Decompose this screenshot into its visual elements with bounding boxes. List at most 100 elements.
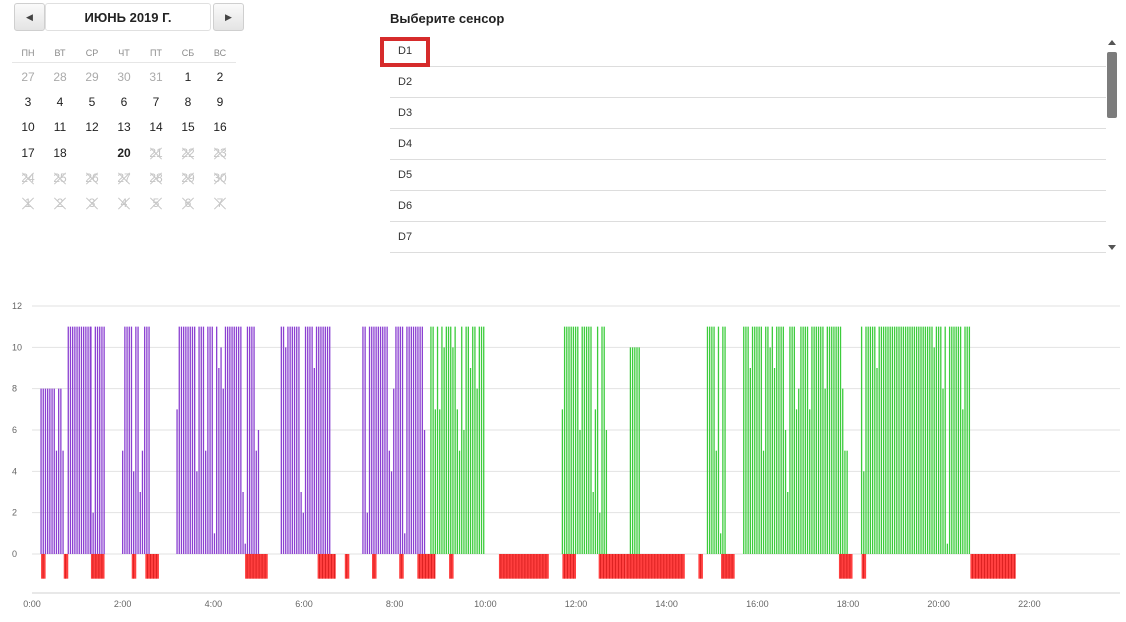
weekday-label: ЧТ — [118, 48, 130, 58]
next-month-button[interactable]: ▶ — [213, 3, 244, 31]
red-segment — [562, 554, 576, 579]
weekday-header-row: ПН ВТ СР ЧТ ПТ СБ ВС — [12, 44, 236, 63]
calendar-day[interactable]: 4 — [56, 95, 64, 110]
green-segment — [743, 326, 848, 554]
red-segment — [838, 554, 853, 579]
red-segment — [721, 554, 735, 579]
calendar-day: 5 — [140, 191, 172, 216]
weekday-label: ПН — [21, 48, 35, 58]
sensor-item-d7[interactable]: D7 — [390, 222, 1106, 253]
calendar-day[interactable]: 27 — [21, 70, 35, 84]
sensor-item-d4[interactable]: D4 — [390, 129, 1106, 160]
x-tick-label: 16:00 — [746, 599, 769, 609]
calendar-day: 25 — [44, 166, 76, 191]
y-tick-label: 8 — [12, 384, 17, 394]
x-tick-label: 0:00 — [23, 599, 41, 609]
x-tick-label: 2:00 — [114, 599, 132, 609]
purple-segment — [280, 326, 331, 554]
calendar-day: 30 — [204, 166, 236, 191]
calendar-day[interactable]: 29 — [85, 70, 99, 84]
green-segment — [561, 326, 608, 554]
calendar-day: 3 — [76, 191, 108, 216]
sensor-item-d1[interactable]: D1 — [380, 36, 1106, 67]
calendar-day[interactable]: 3 — [24, 95, 32, 110]
calendar-day: 23 — [204, 141, 236, 166]
x-tick-label: 10:00 — [474, 599, 497, 609]
calendar-day: 4 — [108, 191, 140, 216]
x-tick-label: 8:00 — [386, 599, 404, 609]
calendar-day-selected[interactable]: 19 — [76, 139, 108, 167]
purple-segment — [362, 326, 426, 554]
weekday-label: ПТ — [150, 48, 162, 58]
calendar-grid: ПН ВТ СР ЧТ ПТ СБ ВС 27 28 29 30 31 1 2 3 4 5 6 7 8 9 10 11 12… — [12, 44, 236, 216]
x-tick-label: 6:00 — [295, 599, 313, 609]
red-segment — [417, 554, 436, 579]
prev-month-button[interactable]: ◀ — [14, 3, 45, 31]
calendar-day[interactable]: 7 — [152, 95, 160, 110]
scroll-down-icon[interactable] — [1108, 245, 1116, 250]
calendar-day[interactable]: 12 — [85, 120, 99, 135]
y-tick-label: 2 — [12, 508, 17, 518]
scroll-up-icon[interactable] — [1108, 40, 1116, 45]
calendar-day: 27 — [108, 166, 140, 191]
green-segment — [706, 326, 726, 554]
weekday-label: ВС — [213, 48, 227, 58]
calendar-day[interactable]: 18 — [53, 145, 67, 160]
x-tick-label: 18:00 — [837, 599, 860, 609]
red-segment — [245, 554, 268, 579]
sensor-item-d5[interactable]: D5 — [390, 160, 1106, 191]
calendar-days: 27 28 29 30 31 1 2 3 4 5 6 7 8 9 10 11 12 13 14 15 16 17 18 19 2… — [12, 65, 236, 216]
calendar-day[interactable]: 16 — [213, 120, 227, 135]
sensor-item-d6[interactable]: D6 — [390, 191, 1106, 222]
red-segment — [145, 554, 159, 579]
red-segment — [598, 554, 626, 579]
calendar-day[interactable]: 2 — [216, 70, 224, 84]
y-tick-label: 4 — [12, 466, 17, 476]
sensor-timeline-chart: 12 10 8 6 4 2 0 0:00 2:00 4:00 6:00 8:00 10:00 12:00 1… — [12, 301, 1120, 609]
calendar-day[interactable]: 20 — [117, 145, 131, 160]
calendar-day[interactable]: 13 — [117, 120, 131, 135]
red-segment — [625, 554, 685, 579]
calendar-day[interactable]: 10 — [21, 120, 35, 135]
calendar-day[interactable]: 15 — [181, 120, 195, 135]
x-tick-label: 20:00 — [927, 599, 950, 609]
calendar-day[interactable]: 11 — [53, 120, 67, 135]
calendar-month-title[interactable]: ИЮНЬ 2019 Г. — [45, 3, 211, 31]
calendar-day: 2 — [44, 191, 76, 216]
sensor-list-scrollbar[interactable] — [1106, 36, 1119, 254]
calendar-day[interactable]: 30 — [117, 70, 131, 84]
calendar-day: 6 — [172, 191, 204, 216]
y-tick-label: 12 — [12, 301, 22, 311]
calendar-day: 24 — [12, 166, 44, 191]
y-tick-label: 0 — [12, 549, 17, 559]
sensor-item-d2[interactable]: D2 — [390, 67, 1106, 98]
green-segment — [860, 326, 971, 554]
calendar-day[interactable]: 14 — [149, 120, 163, 135]
weekday-label: ВТ — [54, 48, 66, 58]
calendar-day[interactable]: 5 — [88, 95, 96, 110]
calendar-day: 29 — [172, 166, 204, 191]
sensor-item-d3[interactable]: D3 — [390, 98, 1106, 129]
calendar-day[interactable]: 9 — [216, 95, 224, 110]
scrollbar-thumb[interactable] — [1107, 52, 1117, 118]
calendar-day[interactable]: 6 — [120, 95, 128, 110]
green-segment — [629, 347, 640, 554]
green-segment — [430, 326, 485, 554]
y-tick-label: 6 — [12, 425, 17, 435]
red-segment — [970, 554, 1016, 579]
purple-segment — [40, 388, 64, 554]
calendar-day: 1 — [12, 191, 44, 216]
calendar-day[interactable]: 31 — [149, 70, 163, 84]
purple-segment — [90, 326, 105, 554]
chevron-left-icon: ◀ — [26, 11, 33, 22]
calendar-day: 26 — [76, 166, 108, 191]
calendar-day: 21 — [140, 141, 172, 166]
calendar-day[interactable]: 8 — [184, 95, 192, 110]
calendar-day: 28 — [140, 166, 172, 191]
calendar-day[interactable]: 17 — [21, 145, 35, 160]
red-segment — [90, 554, 105, 579]
calendar-day[interactable]: 1 — [184, 70, 192, 84]
red-segment — [317, 554, 336, 579]
calendar-day[interactable]: 28 — [53, 70, 67, 84]
x-tick-label: 12:00 — [565, 599, 588, 609]
